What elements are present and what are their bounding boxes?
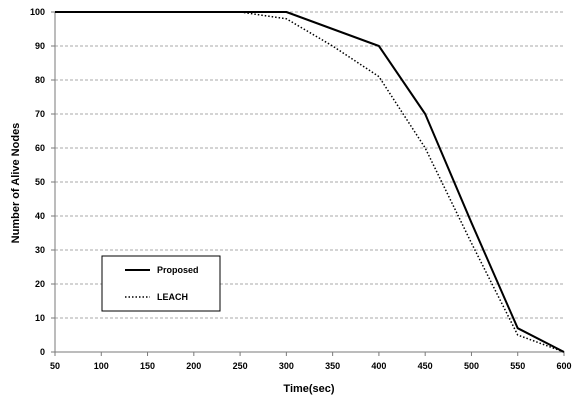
y-tick-label: 100 [30, 7, 45, 17]
y-tick-label: 90 [35, 41, 45, 51]
y-tick-label: 80 [35, 75, 45, 85]
x-tick-label: 600 [556, 361, 571, 371]
x-tick-label: 350 [325, 361, 340, 371]
x-tick-label: 400 [371, 361, 386, 371]
x-tick-label: 300 [279, 361, 294, 371]
y-tick-label: 20 [35, 279, 45, 289]
y-tick-label: 0 [40, 347, 45, 357]
x-tick-label: 200 [186, 361, 201, 371]
y-tick-label: 70 [35, 109, 45, 119]
x-tick-label: 100 [94, 361, 109, 371]
y-tick-label: 60 [35, 143, 45, 153]
y-tick-label: 50 [35, 177, 45, 187]
x-tick-label: 150 [140, 361, 155, 371]
legend: Proposed LEACH [102, 256, 220, 311]
tick-labels: 0 10 20 30 40 50 60 70 80 90 100 50 100 150 200 250 300 3… [30, 7, 572, 371]
legend-label-proposed: Proposed [157, 265, 199, 275]
legend-label-leach: LEACH [157, 292, 188, 302]
y-axis-title: Number of Alive Nodes [10, 123, 22, 244]
x-tick-label: 250 [233, 361, 248, 371]
y-tick-label: 10 [35, 313, 45, 323]
x-tick-label: 550 [510, 361, 525, 371]
y-tick-label: 40 [35, 211, 45, 221]
y-tick-label: 30 [35, 245, 45, 255]
x-tick-label: 500 [464, 361, 479, 371]
x-tick-label: 450 [418, 361, 433, 371]
x-tick-label: 50 [50, 361, 60, 371]
x-axis-title: Time(sec) [283, 383, 334, 395]
